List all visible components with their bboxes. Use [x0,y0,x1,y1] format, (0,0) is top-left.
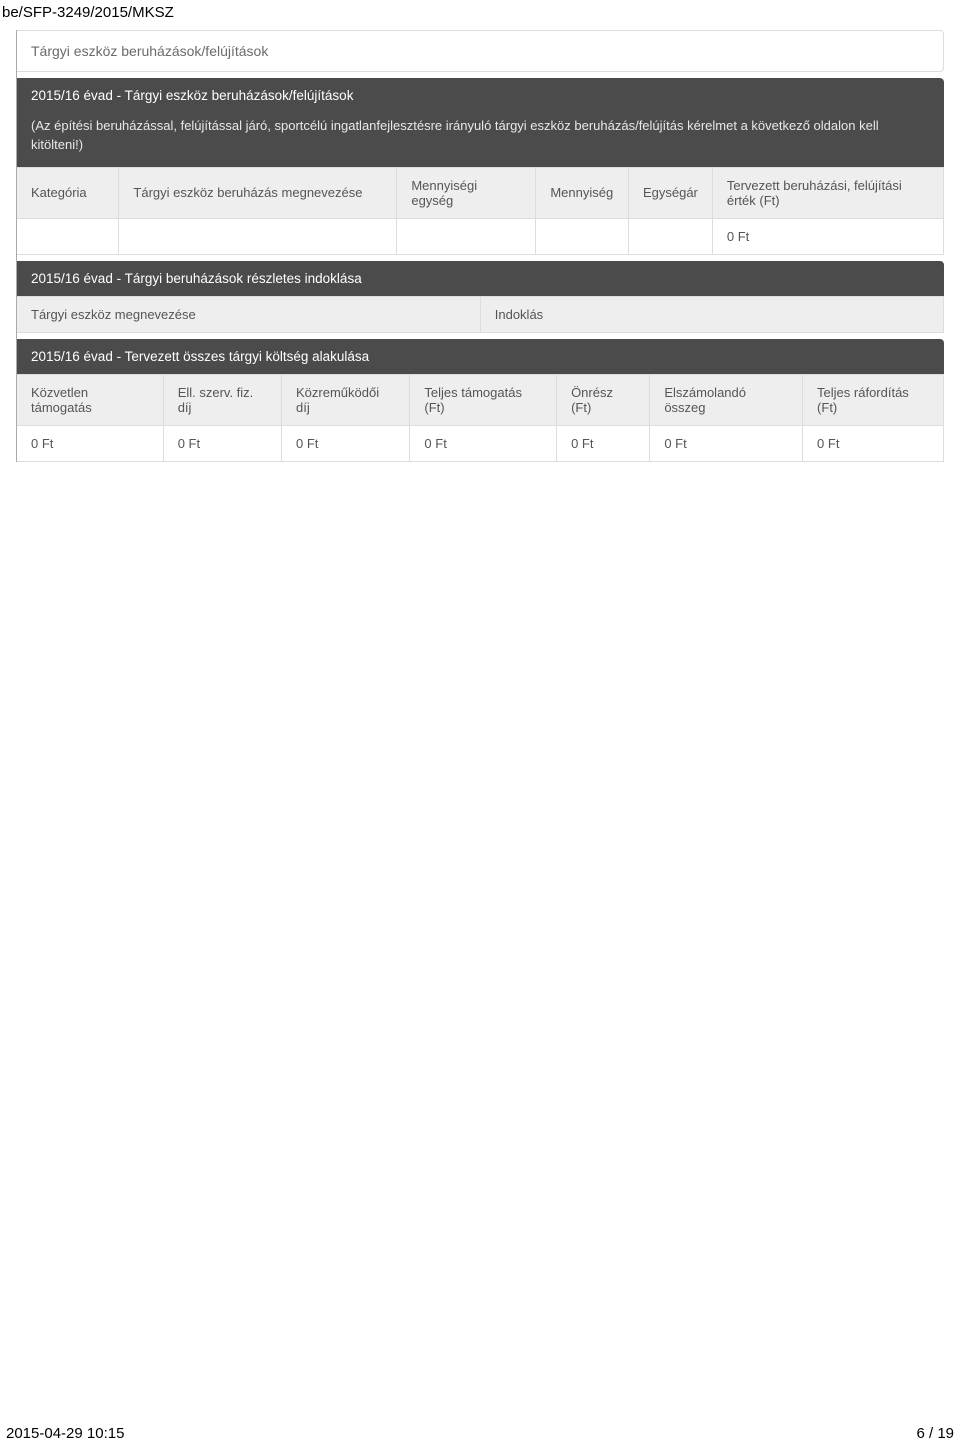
col-tervezett-ertek: Tervezett beruházási, felújítási érték (… [712,167,943,218]
col-kozvetlen: Közvetlen támogatás [17,374,163,425]
col-ell-szerv: Ell. szerv. fiz. díj [163,374,281,425]
footer-date: 2015-04-29 10:15 [6,1425,124,1442]
section1-subtext: (Az építési beruházással, felújítással j… [17,113,944,167]
cell: 0 Ft [282,425,410,461]
table-header-row: Kategória Tárgyi eszköz beruházás megnev… [17,167,944,218]
section1-subheader: 2015/16 évad - Tárgyi eszköz beruházások… [17,78,944,167]
col-mennyiseg: Mennyiség [536,167,629,218]
cell: 0 Ft [410,425,557,461]
table-row: 0 Ft 0 Ft 0 Ft 0 Ft 0 Ft 0 Ft 0 Ft [17,425,944,461]
col-indoklas: Indoklás [480,296,943,332]
cell [536,218,629,254]
table-header-row: Közvetlen támogatás Ell. szerv. fiz. díj… [17,374,944,425]
page-body: Tárgyi eszköz beruházások/felújítások 20… [0,0,960,462]
section1-subtitle: 2015/16 évad - Tárgyi eszköz beruházások… [17,78,944,113]
col-elszamolando: Elszámolandó összeg [650,374,803,425]
col-megnevezes: Tárgyi eszköz beruházás megnevezése [119,167,397,218]
cell [17,218,119,254]
section3-title: 2015/16 évad - Tervezett összes tárgyi k… [17,339,944,374]
table-header-row: Tárgyi eszköz megnevezése Indoklás [17,296,944,332]
col-mennyisegi-egyseg: Mennyiségi egység [397,167,536,218]
cell [119,218,397,254]
cell [628,218,712,254]
document-id: be/SFP-3249/2015/MKSZ [2,4,174,21]
col-teljes-raforditas: Teljes ráfordítás (Ft) [803,374,944,425]
section3-table: Közvetlen támogatás Ell. szerv. fiz. díj… [17,374,944,462]
col-kategoria: Kategória [17,167,119,218]
cell: 0 Ft [803,425,944,461]
section1-title-panel: Tárgyi eszköz beruházások/felújítások [17,30,944,72]
col-kozremukodoi: Közreműködői díj [282,374,410,425]
section2-title: 2015/16 évad - Tárgyi beruházások részle… [17,261,944,296]
col-onresz: Önrész (Ft) [557,374,650,425]
cell-value: 0 Ft [712,218,943,254]
footer-page: 6 / 19 [916,1425,954,1442]
col-egysegar: Egységár [628,167,712,218]
cell [397,218,536,254]
cell: 0 Ft [163,425,281,461]
section2-table: Tárgyi eszköz megnevezése Indoklás [17,296,944,333]
cell: 0 Ft [17,425,163,461]
col-targyi-megnevezes: Tárgyi eszköz megnevezése [17,296,480,332]
cell: 0 Ft [650,425,803,461]
content-column: Tárgyi eszköz beruházások/felújítások 20… [16,30,944,462]
cell: 0 Ft [557,425,650,461]
section1-table: Kategória Tárgyi eszköz beruházás megnev… [17,167,944,255]
section1-title: Tárgyi eszköz beruházások/felújítások [31,43,268,59]
table-row: 0 Ft [17,218,944,254]
page-footer: 2015-04-29 10:15 6 / 19 [6,1425,954,1442]
col-teljes-tamogatas: Teljes támogatás (Ft) [410,374,557,425]
